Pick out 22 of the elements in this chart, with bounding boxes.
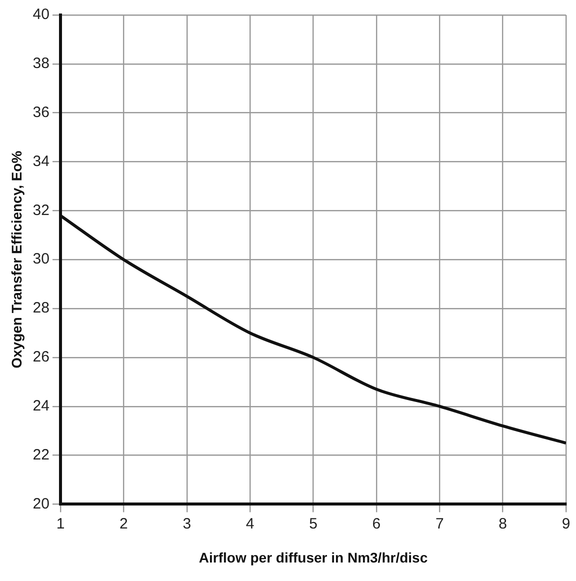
x-tick-label: 7 — [435, 515, 444, 532]
x-tick-label: 9 — [562, 515, 570, 532]
x-tick-label: 3 — [182, 515, 192, 532]
y-tick-label: 36 — [32, 104, 50, 121]
y-tick-label: 28 — [32, 300, 50, 317]
y-axis-title: Oxygen Transfer Efficiency, Eo% — [8, 150, 24, 368]
x-tick-label: 8 — [498, 515, 507, 532]
y-tick-label: 30 — [32, 250, 50, 268]
x-tick-label: 6 — [372, 515, 381, 532]
x-axis-title: Airflow per diffuser in Nm3/hr/disc — [198, 549, 428, 566]
y-tick-label: 26 — [32, 348, 50, 366]
x-tick-label: 4 — [246, 515, 254, 532]
y-tick-label: 32 — [32, 202, 50, 219]
x-tick-label: 1 — [56, 515, 65, 532]
y-tick-label: 40 — [32, 6, 50, 24]
y-tick-label: 20 — [32, 495, 50, 512]
x-tick-label: 2 — [120, 515, 128, 532]
y-tick-label: 38 — [32, 55, 50, 72]
y-tick-label: 22 — [32, 446, 50, 464]
x-tick-label: 5 — [309, 515, 318, 532]
y-tick-label: 24 — [32, 398, 50, 414]
y-tick-label: 34 — [32, 152, 50, 170]
